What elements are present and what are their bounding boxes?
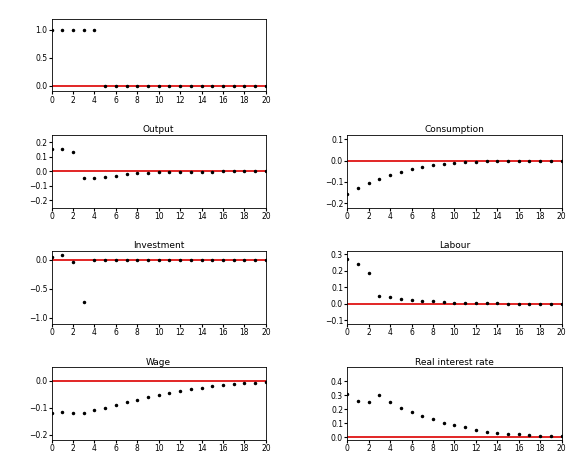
Title: Real interest rate: Real interest rate: [415, 358, 494, 366]
Title: Output: Output: [143, 125, 174, 134]
Title: Wage: Wage: [146, 358, 171, 366]
Title: Investment: Investment: [133, 241, 185, 250]
Title: Consumption: Consumption: [425, 125, 484, 134]
Title: Labour: Labour: [439, 241, 470, 250]
